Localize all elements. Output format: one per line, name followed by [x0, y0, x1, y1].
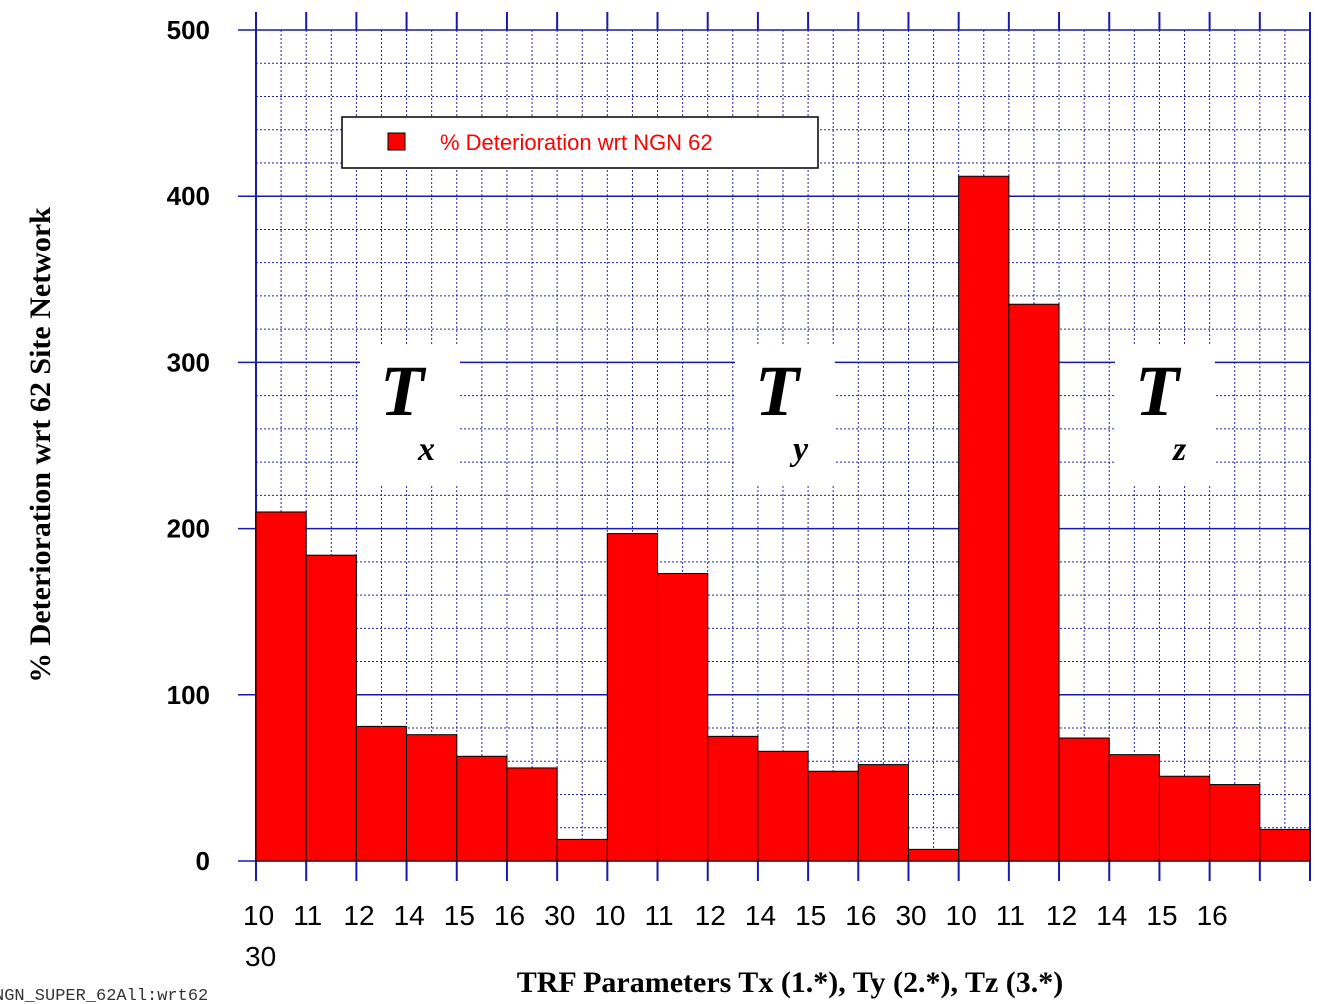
y-tick-label: 0 — [196, 846, 210, 876]
bar — [1158, 775, 1211, 862]
bar — [657, 572, 709, 862]
y-axis-label: % Deterioration wrt 62 Site Network — [24, 207, 57, 683]
x-tick-label: 16 — [494, 900, 525, 931]
x-tick-label: 30 — [895, 900, 926, 931]
y-tick-label: 400 — [167, 181, 210, 211]
bar — [1259, 828, 1311, 862]
bar — [1008, 303, 1060, 862]
annotation-bg — [360, 345, 460, 485]
bar — [456, 755, 508, 862]
x-tick-label: 14 — [394, 900, 425, 931]
bar — [958, 175, 1010, 862]
bar — [1108, 754, 1160, 862]
x-tick-label: 16 — [845, 900, 876, 931]
bar — [305, 554, 357, 862]
bar — [355, 725, 408, 862]
bar — [556, 838, 608, 862]
x-tick-label: 10 — [243, 900, 274, 931]
x-tick-label: 16 — [1197, 900, 1228, 931]
legend-label: % Deterioration wrt NGN 62 — [440, 130, 713, 155]
x-tick-label: 10 — [946, 900, 977, 931]
y-tick-label: 100 — [167, 680, 210, 710]
bar — [606, 533, 659, 862]
x-axis-label: TRF Parameters Tx (1.*), Ty (2.*), Tz (3… — [517, 966, 1064, 999]
x-tick-label: 12 — [343, 900, 374, 931]
bar — [757, 750, 809, 862]
annotation: T — [380, 351, 427, 431]
x-tick-label: 30 — [245, 941, 276, 972]
annotation-sub: y — [789, 431, 809, 468]
x-tick-label: 12 — [695, 900, 726, 931]
bar — [1209, 784, 1261, 862]
x-tick-label: 15 — [444, 900, 475, 931]
legend-swatch — [387, 132, 406, 151]
bar — [907, 848, 960, 862]
annotation-bg — [735, 345, 835, 485]
y-tick-label: 200 — [167, 514, 210, 544]
annotation-sub: z — [1172, 431, 1187, 468]
bar — [1058, 737, 1110, 862]
annotation-bg — [1115, 345, 1215, 485]
legend-box — [341, 116, 819, 169]
x-tick-label: 12 — [1046, 900, 1077, 931]
x-tick-label: 14 — [745, 900, 776, 931]
x-tick-label: 30 — [544, 900, 575, 931]
bar — [807, 770, 859, 862]
x-tick-label: 11 — [645, 900, 674, 931]
bar — [406, 734, 458, 862]
x-tick-label: 11 — [293, 900, 322, 931]
y-tick-label: 500 — [167, 15, 210, 45]
x-tick-label: 10 — [594, 900, 625, 931]
annotation: T — [755, 351, 802, 431]
x-tick-label: 14 — [1096, 900, 1127, 931]
bar — [506, 767, 558, 862]
annotation-sub: x — [417, 431, 435, 468]
annotation: T — [1135, 351, 1182, 431]
bar — [857, 764, 909, 862]
bar — [707, 735, 759, 862]
y-tick-label: 300 — [167, 347, 210, 377]
footer: NGN_SUPER_62All:wrt62 — [0, 987, 208, 1004]
x-tick-label: 15 — [795, 900, 826, 931]
x-tick-label: 11 — [996, 900, 1025, 931]
bar — [255, 511, 307, 862]
x-tick-label: 15 — [1146, 900, 1177, 931]
